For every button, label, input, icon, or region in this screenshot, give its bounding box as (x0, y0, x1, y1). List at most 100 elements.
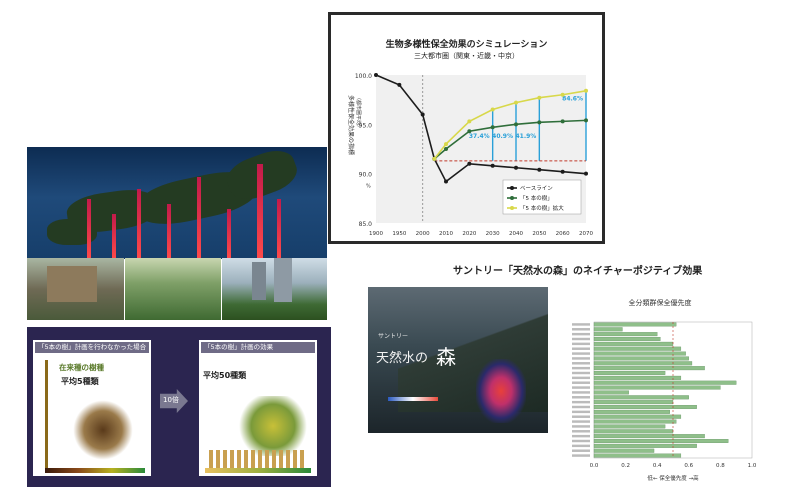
x-tick-label: 2060 (556, 231, 570, 237)
series-point (537, 95, 542, 100)
y-axis-sublabel: （都市圏平均） (355, 95, 362, 130)
legend-marker (510, 186, 514, 190)
priority-bar (593, 405, 697, 409)
priority-bar (593, 341, 674, 346)
priority-bar (593, 424, 666, 429)
x-tick-label: 1900 (369, 231, 383, 237)
series-point (560, 119, 565, 124)
region-label-block (572, 347, 590, 350)
bar-x-label: 低← 保全優先度 →高 (647, 474, 699, 482)
region-label-block (572, 410, 590, 414)
series-point (560, 92, 565, 97)
region-label-block (572, 357, 590, 360)
priority-bar (593, 337, 661, 341)
y-tick-label: 95.0 (359, 122, 373, 129)
series-point (537, 120, 542, 125)
region-label-block (572, 434, 590, 438)
chart-title: 生物多様性保全効果のシミュレーション (385, 40, 548, 50)
series-point (374, 73, 378, 77)
priority-bar (593, 448, 655, 453)
priority-bar (593, 434, 705, 439)
priority-bar (593, 439, 729, 443)
region-label-block (572, 342, 590, 346)
callout-label: 40.9% (492, 133, 513, 140)
series-point (537, 167, 542, 172)
series-point (584, 171, 588, 176)
series-point (444, 147, 448, 151)
region-label-block (572, 439, 590, 443)
japan-heatmap (476, 359, 526, 423)
x-tick-label: 2000 (416, 231, 430, 237)
callout-label: 41.9% (516, 133, 537, 140)
region-label-block (572, 366, 590, 370)
bar-x-tick: 0.4 (653, 463, 662, 469)
x-tick-label: 2030 (486, 231, 500, 237)
region-label-block (572, 391, 590, 394)
series-line (433, 89, 587, 160)
arrow-label: 10倍 (163, 396, 179, 404)
region-label-block (572, 396, 590, 399)
x-tick-label: 1950 (392, 231, 406, 237)
region-label-block (572, 454, 590, 457)
cover-brand: サントリー (378, 333, 409, 340)
priority-bar (593, 419, 677, 424)
series-point (514, 165, 518, 170)
bar-x-tick: 0.8 (716, 463, 725, 469)
x-tick-label: 2040 (509, 231, 523, 237)
cover-title: 天然水の (376, 351, 429, 366)
priority-bar (593, 322, 677, 327)
comparison-panel: 「5本の樹」計画を行わなかった場合 在来種の樹種 平均5種類 10倍 「5本の樹… (27, 327, 331, 487)
left-subheading: 在来種の樹種 (59, 363, 104, 372)
region-label-block (572, 405, 590, 409)
left-heading: 「5本の樹」計画を行わなかった場合 (35, 342, 149, 353)
line-chart: 100.0 95.0 90.0 85.0 1900 1950 2000 2010 2020 203… (347, 73, 593, 237)
region-label-block (572, 352, 590, 355)
right-map-box: 「5本の樹」計画の効果 平均50種類 (199, 340, 317, 476)
legend-marker (510, 206, 514, 210)
y-axis-unit: % (366, 184, 371, 190)
bar-x-tick: 0.2 (621, 463, 630, 469)
series-point (584, 118, 588, 123)
priority-bar (593, 346, 682, 351)
x-tick-label: 2010 (439, 231, 453, 237)
priority-bar (593, 400, 674, 405)
cover-kanji: 森 (436, 345, 456, 369)
region-label-block (572, 444, 590, 448)
series-point (490, 125, 495, 130)
priority-bar-chart: 全分類群保全優先度 0.0 0.2 0.4 0.6 0.8 1.0 低← 保全優先度 →高 (560, 298, 760, 488)
series-line (433, 119, 587, 160)
series-point (397, 82, 402, 87)
legend-label: 「5 本の樹」 (520, 194, 553, 202)
x-tick-label: 2020 (462, 231, 476, 237)
right-average: 平均50種類 (203, 371, 247, 380)
chart-subtitle: 三大都市圏（関東・近畿・中京） (414, 52, 519, 60)
series-point (467, 119, 472, 124)
y-tick-label: 85.0 (359, 221, 373, 228)
bar-x-tick: 0.0 (590, 463, 599, 469)
priority-bar (593, 366, 705, 371)
y-tick-label: 100.0 (355, 73, 372, 80)
region-label-block (572, 323, 590, 326)
priority-bar (593, 443, 697, 448)
priority-bar (593, 356, 689, 361)
legend-label: 「5 本の樹」拡大 (520, 204, 564, 212)
x-tick-label: 2050 (532, 231, 546, 237)
priority-bar (593, 429, 674, 434)
region-label-block (572, 328, 590, 331)
y-tick-label: 90.0 (359, 172, 373, 179)
right-heading: 「5本の樹」計画の効果 (201, 342, 315, 353)
series-point (467, 129, 472, 134)
series-point (444, 142, 448, 147)
priority-bar (593, 351, 686, 356)
photo-forest (125, 258, 221, 320)
tennensui-cover: サントリー 天然水の 森 (368, 287, 548, 433)
priority-bar (593, 395, 689, 400)
bar-x-tick: 0.6 (684, 463, 693, 469)
priority-bar (593, 385, 721, 390)
line-chart-panel: 生物多様性保全効果のシミュレーション 三大都市圏（関東・近畿・中京） 100.0… (328, 12, 605, 244)
region-label-block (572, 337, 590, 341)
region-label-block (572, 420, 590, 423)
series-point (467, 161, 472, 166)
left-average: 平均5種類 (61, 377, 99, 386)
japan-3d-map (27, 147, 327, 259)
